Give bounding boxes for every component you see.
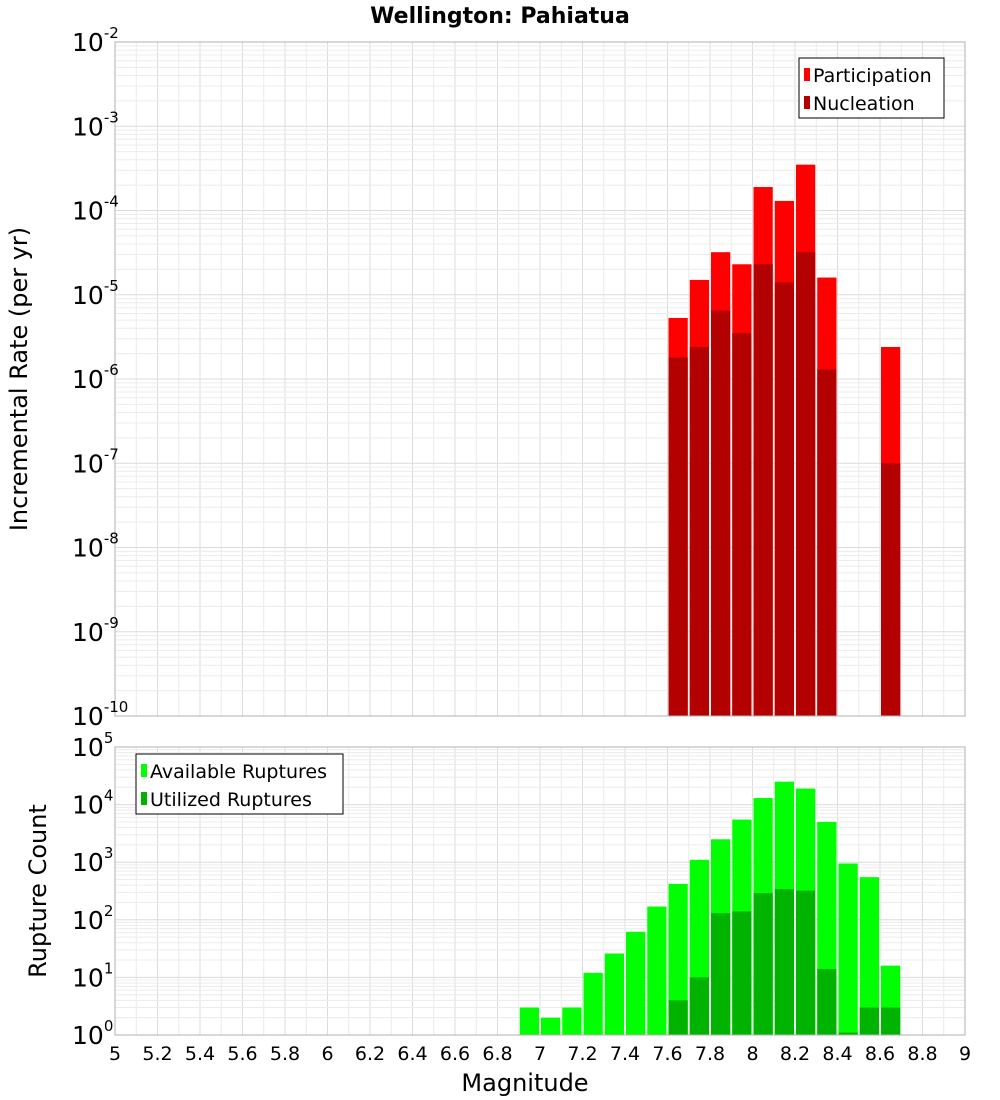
bar-utilized-ruptures <box>711 913 731 1035</box>
bar-utilized-ruptures <box>668 1000 688 1035</box>
legend-swatch <box>804 96 810 109</box>
y-tick-label: 102 <box>72 902 113 935</box>
x-tick-label: 8.2 <box>780 1043 810 1065</box>
bar-utilized-ruptures <box>732 911 752 1035</box>
x-tick-label: 6 <box>321 1043 333 1065</box>
x-tick-label: 6.8 <box>482 1043 512 1065</box>
bar-utilized-ruptures <box>689 977 709 1035</box>
plot-border <box>114 746 966 1036</box>
y-tick-labels: 10-10 10-9 10-8 10-7 10-6 10-5 10-4 10-3 10-2 <box>72 24 128 731</box>
bar-available-ruptures <box>859 877 879 1035</box>
bar-utilized-ruptures <box>753 893 773 1035</box>
y-tick-label: 104 <box>72 787 113 820</box>
x-tick-label: 6.6 <box>440 1043 470 1065</box>
x-tick-label: 8 <box>746 1043 758 1065</box>
bar-available-ruptures <box>647 906 667 1035</box>
x-tick-label: 8.6 <box>865 1043 895 1065</box>
bar-available-ruptures <box>519 1007 539 1035</box>
y-tick-label: 10-10 <box>72 698 128 731</box>
legend-box <box>135 753 344 815</box>
bar-available-ruptures <box>541 1017 561 1035</box>
legend: Participation Nucleation <box>798 57 945 119</box>
bar-utilized-ruptures <box>774 889 794 1035</box>
y-tick-label: 10-9 <box>72 614 119 647</box>
x-tick-label: 6.4 <box>397 1043 427 1065</box>
y-tick-label: 10-7 <box>72 445 119 478</box>
y-tick-label: 100 <box>72 1017 113 1050</box>
legend-box <box>798 57 945 119</box>
y-tick-label: 10-4 <box>72 193 119 226</box>
x-axis-label: Magnitude <box>461 1069 588 1097</box>
bar-nucleation <box>881 463 901 716</box>
y-tick-label: 10-3 <box>72 108 119 141</box>
bar-utilized-ruptures <box>796 890 816 1035</box>
x-tick-label: 7.8 <box>695 1043 725 1065</box>
panel-rupture-count: 100 101 102 103 104 105 Rupture Count 5 5.2 5.4 5.… <box>24 729 971 1097</box>
x-tick-label: 5 <box>109 1043 121 1065</box>
x-tick-label: 7.6 <box>652 1043 682 1065</box>
bar-utilized-ruptures <box>881 1007 901 1035</box>
bar-nucleation <box>753 264 773 716</box>
legend-label: Utilized Ruptures <box>150 789 312 811</box>
legend-swatch <box>141 792 147 805</box>
bar-utilized-ruptures <box>838 1032 858 1035</box>
y-axis-label: Incremental Rate (per yr) <box>5 227 33 531</box>
y-tick-label: 10-5 <box>72 277 119 310</box>
x-tick-label: 7.2 <box>567 1043 597 1065</box>
series-utilized-ruptures <box>668 889 901 1035</box>
x-tick-labels: 5 5.2 5.4 5.6 5.8 6 6.2 6.4 6.6 6.8 7 7.2 7.4 7.6 7.8 8… <box>109 1043 971 1065</box>
x-tick-label: 6.2 <box>355 1043 385 1065</box>
x-tick-label: 5.8 <box>270 1043 300 1065</box>
x-tick-label: 5.4 <box>185 1043 215 1065</box>
y-tick-label: 101 <box>72 959 113 992</box>
bar-available-ruptures <box>838 863 858 1035</box>
bar-nucleation <box>796 252 816 717</box>
y-tick-labels: 100 101 102 103 104 105 <box>72 729 113 1050</box>
chart-title: Wellington: Pahiatua <box>370 4 630 29</box>
legend-swatch <box>141 764 147 777</box>
bar-available-ruptures <box>604 953 624 1035</box>
gridlines <box>114 42 966 717</box>
y-tick-label: 103 <box>72 844 113 877</box>
plot-border <box>114 41 966 717</box>
legend: Available Ruptures Utilized Ruptures <box>135 753 344 815</box>
bar-nucleation <box>774 282 794 716</box>
y-tick-label: 10-6 <box>72 361 119 394</box>
bar-available-ruptures <box>668 883 688 1035</box>
x-tick-label: 8.4 <box>822 1043 852 1065</box>
bar-available-ruptures <box>562 1007 582 1035</box>
x-tick-label: 7 <box>534 1043 546 1065</box>
legend-label: Participation <box>813 65 932 87</box>
bar-utilized-ruptures <box>859 1007 879 1035</box>
legend-label: Nucleation <box>813 93 915 115</box>
y-tick-label: 105 <box>72 729 113 762</box>
bar-utilized-ruptures <box>817 968 837 1035</box>
bar-nucleation <box>732 333 752 716</box>
x-tick-label: 8.8 <box>907 1043 937 1065</box>
bar-nucleation <box>689 346 709 716</box>
y-tick-label: 10-8 <box>72 530 119 563</box>
bar-nucleation <box>668 357 688 716</box>
bar-available-ruptures <box>626 931 646 1035</box>
y-tick-label: 10-2 <box>72 24 119 57</box>
bar-available-ruptures <box>583 972 603 1035</box>
x-tick-label: 5.6 <box>227 1043 257 1065</box>
y-axis-label: Rupture Count <box>24 804 52 978</box>
series-nucleation <box>668 252 901 717</box>
x-tick-label: 7.4 <box>610 1043 640 1065</box>
bar-nucleation <box>817 369 837 716</box>
x-tick-label: 9 <box>959 1043 971 1065</box>
legend-label: Available Ruptures <box>150 761 327 783</box>
x-tick-label: 5.2 <box>142 1043 172 1065</box>
legend-swatch <box>804 68 810 81</box>
bar-nucleation <box>711 310 731 716</box>
panel-incremental-rate: 10-10 10-9 10-8 10-7 10-6 10-5 10-4 10-3 10-2 Inc… <box>5 4 966 731</box>
